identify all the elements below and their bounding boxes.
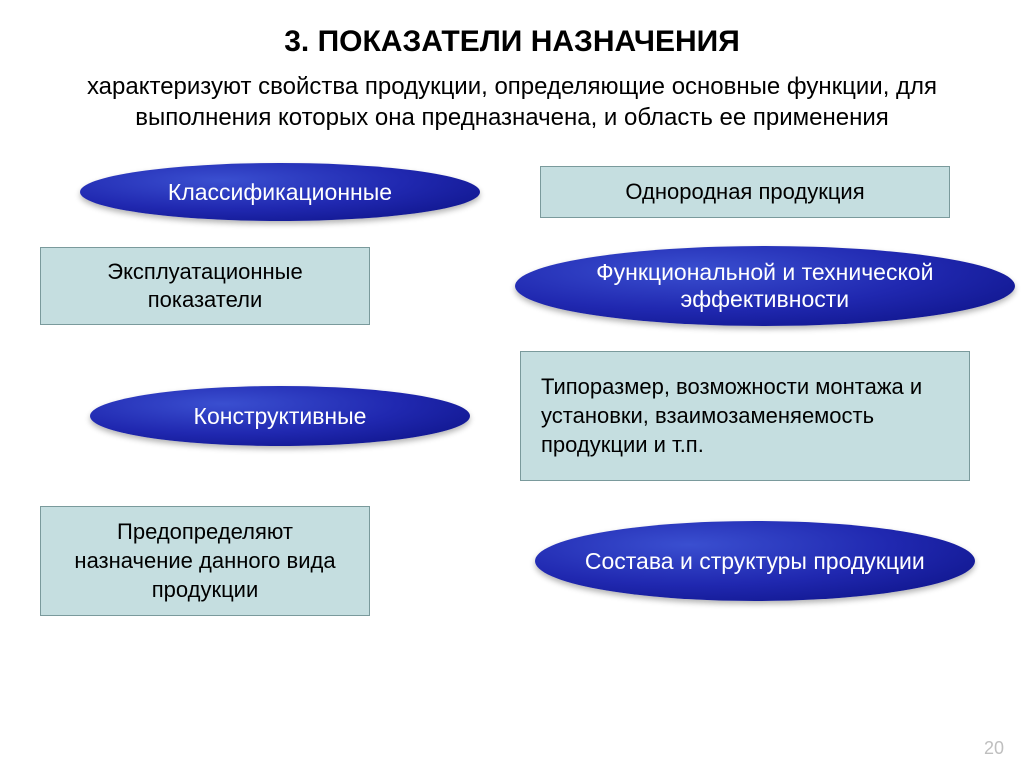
row-1: Классификационные Однородная продукция (40, 163, 984, 221)
page-number: 20 (984, 738, 1004, 759)
row-2: Эксплуатационные показатели Функциональн… (40, 246, 984, 326)
ellipse-constructive: Конструктивные (90, 386, 470, 446)
row-3: Конструктивные Типоразмер, возможности м… (40, 351, 984, 481)
ellipse-functional-efficiency: Функциональной и технической эффективнос… (515, 246, 1015, 326)
row-4: Предопределяют назначение данного вида п… (40, 506, 984, 616)
slide-subtitle: характеризуют свойства продукции, опреде… (40, 71, 984, 133)
rect-predetermine: Предопределяют назначение данного вида п… (40, 506, 370, 616)
rect-typesize: Типоразмер, возможности монтажа и устано… (520, 351, 970, 481)
rect-homogeneous-product: Однородная продукция (540, 166, 950, 218)
rect-operational-indicators: Эксплуатационные показатели (40, 247, 370, 325)
ellipse-classification: Классификационные (80, 163, 480, 221)
slide-title: 3. ПОКАЗАТЕЛИ НАЗНАЧЕНИЯ (40, 25, 984, 59)
ellipse-composition-structure: Состава и структуры продукции (535, 521, 975, 601)
